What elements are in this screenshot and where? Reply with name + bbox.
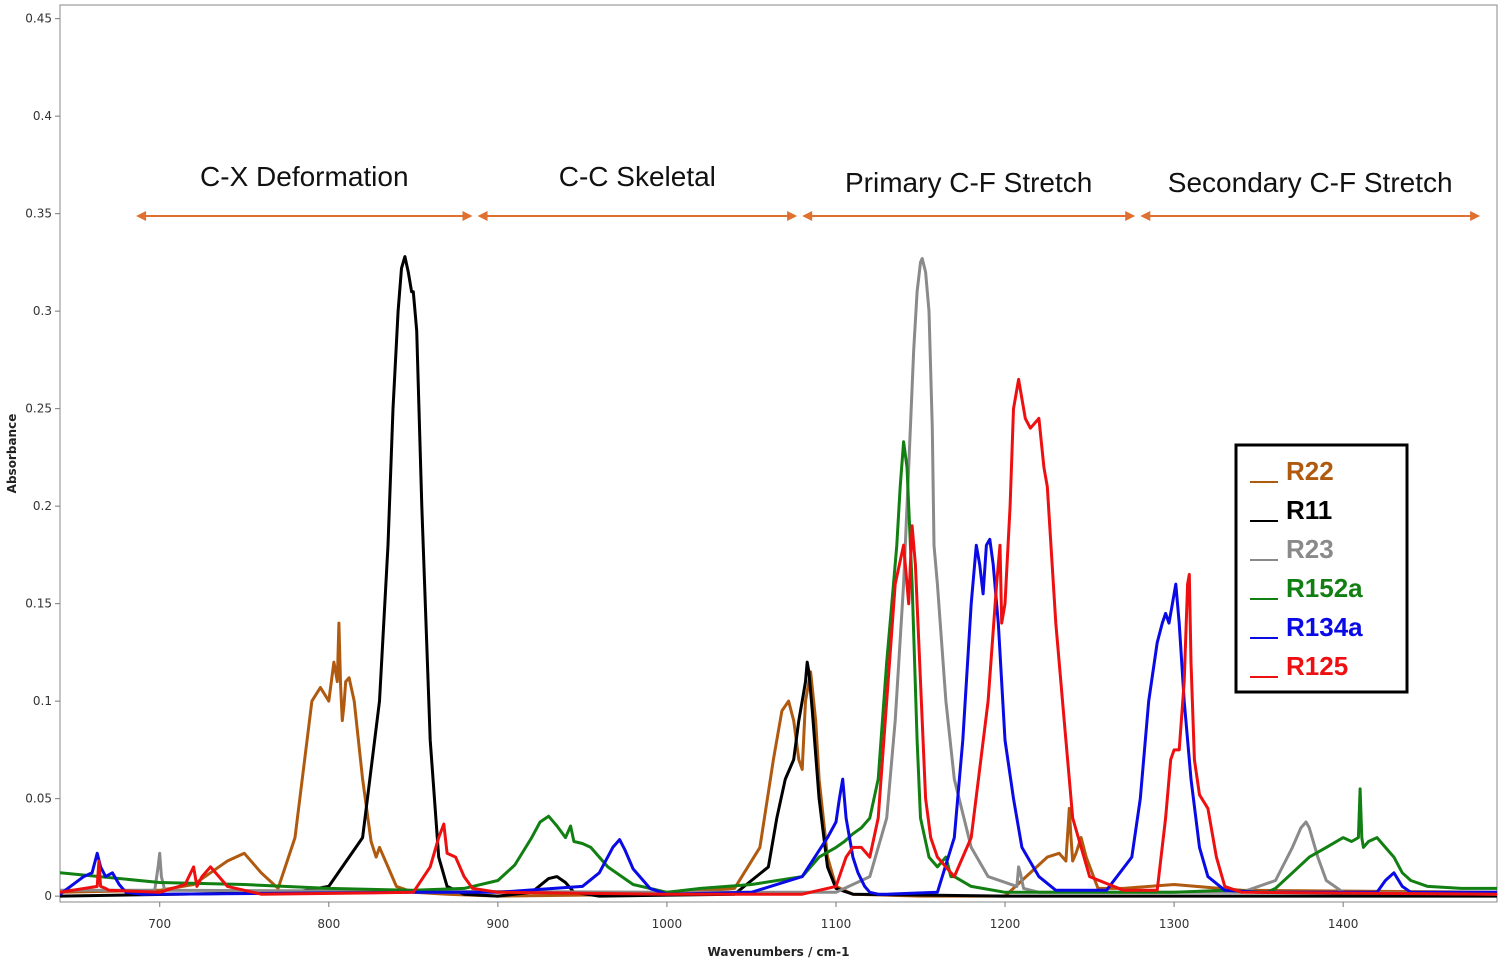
region-arrow-head-left xyxy=(136,211,147,221)
region-arrow-head-left xyxy=(802,211,813,221)
series-line-r152a xyxy=(60,440,1497,894)
region-label: C-X Deformation xyxy=(200,161,409,192)
legend-entry-r22: R22 xyxy=(1250,456,1334,486)
region-3: Primary C-F Stretch xyxy=(802,167,1136,221)
region-arrow-head-right xyxy=(1470,211,1481,221)
y-tick-label: 0.45 xyxy=(25,12,52,26)
x-tick-label: 1100 xyxy=(821,917,852,931)
legend-label: R22 xyxy=(1286,456,1334,486)
legend: R22 R11 R23 R152a R134a R125 xyxy=(1234,443,1409,694)
region-arrow-head-left xyxy=(477,211,488,221)
legend-label: R152a xyxy=(1286,573,1363,603)
x-tick-label: 1300 xyxy=(1159,917,1190,931)
y-tick-label: 0.1 xyxy=(33,694,52,708)
x-tick-label: 700 xyxy=(148,917,171,931)
x-tick-label: 1000 xyxy=(652,917,683,931)
y-tick-label: 0.2 xyxy=(33,499,52,513)
series-line-r11 xyxy=(60,255,1497,898)
legend-label: R23 xyxy=(1286,534,1334,564)
legend-entry-r152a: R152a xyxy=(1250,573,1363,603)
x-tick-label: 800 xyxy=(317,917,340,931)
y-tick-label: 0.15 xyxy=(25,597,52,611)
y-axis-title: Absorbance xyxy=(5,414,19,494)
x-axis-title: Wavenumbers / cm-1 xyxy=(708,945,850,959)
series-line-r125 xyxy=(60,377,1497,896)
region-annotations: C-X Deformation C-C Skeletal Primary C-F S… xyxy=(136,161,1481,221)
series-lines xyxy=(60,255,1497,898)
plot-frame xyxy=(59,4,1498,903)
series-line-r23 xyxy=(60,257,1497,896)
y-tick-label: 0.35 xyxy=(25,207,52,221)
legend-label: R134a xyxy=(1286,612,1363,642)
x-tick-label: 1200 xyxy=(990,917,1021,931)
y-tick-label: 0.3 xyxy=(33,304,52,318)
region-4: Secondary C-F Stretch xyxy=(1140,167,1481,221)
legend-entry-r11: R11 xyxy=(1250,495,1332,525)
y-tick-label: 0.05 xyxy=(25,792,52,806)
legend-entry-r125: R125 xyxy=(1250,651,1348,681)
legend-entry-r134a: R134a xyxy=(1250,612,1363,642)
x-tick-label: 1400 xyxy=(1328,917,1359,931)
region-2: C-C Skeletal xyxy=(477,161,798,221)
y-tick-label: 0 xyxy=(44,889,52,903)
axes: 0 0.05 0.1 0.15 0.2 0.25 0.3 0.35 0.4 0.45 700 800 9… xyxy=(5,4,1498,959)
y-tick-label: 0.25 xyxy=(25,402,52,416)
legend-label: R11 xyxy=(1286,495,1332,525)
region-arrow-head-right xyxy=(787,211,798,221)
region-label: C-C Skeletal xyxy=(559,161,716,192)
region-label: Primary C-F Stretch xyxy=(845,167,1092,198)
y-tick-label: 0.4 xyxy=(33,109,52,123)
region-arrow-head-left xyxy=(1140,211,1151,221)
region-arrow-head-right xyxy=(1125,211,1136,221)
region-label: Secondary C-F Stretch xyxy=(1168,167,1453,198)
region-1: C-X Deformation xyxy=(136,161,473,221)
region-arrow-head-right xyxy=(462,211,473,221)
legend-label: R125 xyxy=(1286,651,1348,681)
legend-box xyxy=(1234,443,1409,694)
x-tick-label: 900 xyxy=(486,917,509,931)
legend-entry-r23: R23 xyxy=(1250,534,1334,564)
